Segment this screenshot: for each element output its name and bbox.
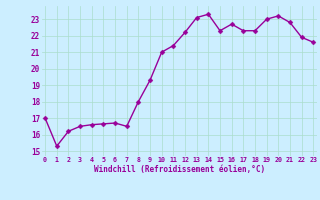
X-axis label: Windchill (Refroidissement éolien,°C): Windchill (Refroidissement éolien,°C) bbox=[94, 165, 265, 174]
